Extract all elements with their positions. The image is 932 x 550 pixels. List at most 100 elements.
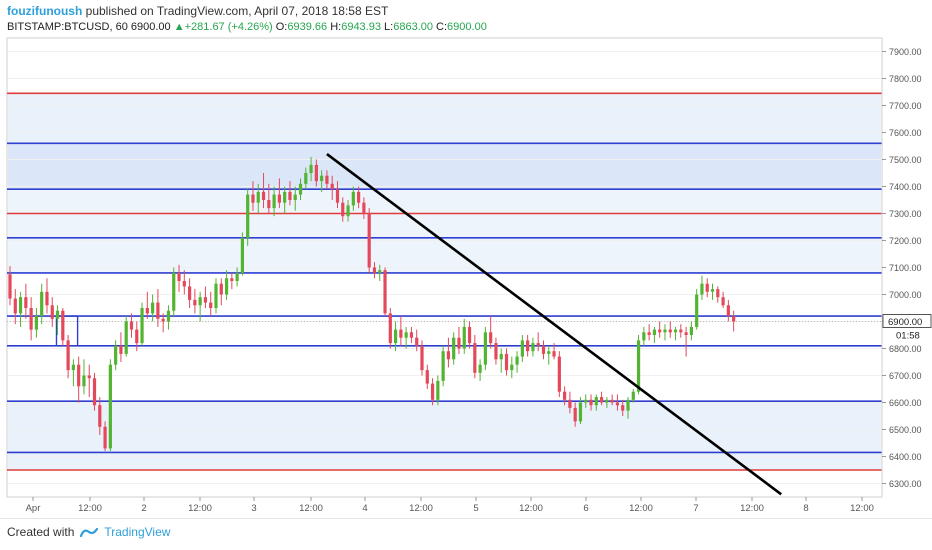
candle-body — [320, 175, 324, 182]
chart-svg[interactable]: 6300.00 6400.00 6500.00 6600.00 6700.00 6800.… — [0, 0, 932, 520]
candle-body — [77, 364, 81, 387]
candle-body — [404, 332, 408, 338]
candle-body — [172, 272, 176, 311]
footer: Created with TradingView — [7, 525, 170, 539]
high-label: H: — [330, 21, 342, 33]
publish-header: fouzifunoush published on TradingView.co… — [7, 4, 388, 18]
candle-body — [135, 329, 139, 344]
candle-body — [573, 407, 577, 422]
candle-body — [82, 375, 86, 387]
candle-body — [235, 272, 239, 281]
candle-body — [283, 191, 287, 203]
time-tick-label: 12:00 — [519, 503, 543, 514]
time-tick-label: 12:00 — [78, 503, 102, 514]
candle-body — [246, 194, 250, 238]
time-tick-label: 12:00 — [299, 503, 323, 514]
candle-body — [668, 329, 672, 333]
time-tick-label: 12:00 — [188, 503, 212, 514]
time-tick-label: 2 — [141, 503, 146, 514]
candle-body — [399, 329, 403, 338]
candle-body — [256, 191, 260, 203]
candle-body — [415, 337, 419, 346]
candle-body — [605, 399, 609, 403]
candle-body — [647, 332, 651, 335]
candle-body — [473, 343, 477, 373]
high-value: 6943.93 — [341, 21, 381, 33]
candle-body — [124, 321, 128, 354]
candle-body — [467, 326, 472, 344]
candle-body — [351, 191, 355, 206]
candle-body — [87, 375, 91, 379]
candle-body — [267, 200, 271, 209]
candle-body — [520, 340, 524, 357]
candle-body — [108, 364, 112, 449]
candle-body — [140, 308, 144, 344]
time-tick-label: 8 — [803, 503, 808, 514]
low-label: L: — [384, 21, 394, 33]
candle-body — [594, 397, 598, 406]
candle-body — [388, 313, 392, 344]
open-value: 6939.66 — [287, 21, 328, 33]
candle-body — [341, 202, 345, 217]
close-label: C: — [436, 21, 448, 33]
candle-body — [383, 270, 387, 314]
candle-body — [716, 289, 720, 298]
candle-body — [636, 340, 641, 392]
time-tick-label: 6 — [583, 503, 588, 514]
tradingview-brand[interactable]: TradingView — [104, 525, 171, 539]
candle-body — [304, 173, 308, 184]
price-tick-label: 6300.00 — [889, 479, 922, 489]
trend-line — [326, 153, 782, 496]
candle-body — [230, 278, 234, 281]
price-tick-label: 7300.00 — [889, 209, 922, 219]
candle-body — [436, 380, 440, 400]
shaded-zone — [8, 189, 881, 273]
candle-body — [673, 329, 678, 333]
candle-body — [50, 305, 54, 319]
candle-body — [425, 370, 429, 384]
price-tick-label: 7600.00 — [889, 128, 922, 138]
candle-body — [66, 340, 70, 371]
author-name[interactable]: fouzifunoush — [7, 4, 83, 18]
published-text: published on TradingView.com, April 07, … — [85, 4, 389, 18]
candle-body — [393, 329, 398, 344]
time-tick-label: Apr — [26, 503, 41, 514]
candle-body — [610, 399, 614, 403]
time-tick-label: 12:00 — [409, 503, 433, 514]
time-tick-label: 7 — [693, 503, 698, 514]
candle-body — [55, 310, 60, 319]
candle-body — [325, 175, 329, 184]
time-tick-label: 12:00 — [850, 503, 874, 514]
candle-body — [430, 383, 435, 400]
candle-body — [119, 345, 123, 354]
time-tick-label: 12:00 — [740, 503, 764, 514]
price-tick-label: 7100.00 — [889, 263, 922, 273]
candle-body — [705, 283, 709, 292]
candle-body — [219, 283, 223, 295]
price-tick-label: 6800.00 — [889, 344, 922, 354]
candle-body — [679, 329, 683, 333]
candle-body — [510, 364, 514, 371]
candle-body — [151, 302, 155, 314]
price-tick-label: 6500.00 — [889, 425, 922, 435]
candle-body — [335, 189, 340, 203]
candle-body — [689, 326, 693, 335]
symbol-label: BITSTAMP:BTCUSD, 60 — [7, 21, 128, 33]
candle-body — [166, 310, 171, 322]
candle-body — [599, 397, 604, 403]
time-tick-label: 12:00 — [629, 503, 653, 514]
price-chart[interactable]: 6300.00 6400.00 6500.00 6600.00 6700.00 6800.… — [0, 0, 932, 520]
candle-body — [362, 202, 366, 214]
candle-body — [663, 329, 667, 333]
price-tick-label: 7500.00 — [889, 155, 922, 165]
candle-body — [198, 297, 202, 306]
candle-body — [541, 345, 546, 354]
candle-body — [224, 278, 229, 295]
shaded-zone — [8, 401, 881, 470]
candle-body — [182, 281, 186, 287]
candle-body — [92, 378, 97, 406]
candle-body — [367, 213, 371, 268]
candle-body — [98, 405, 102, 427]
candle-body — [631, 391, 635, 400]
candle-body — [642, 332, 646, 341]
